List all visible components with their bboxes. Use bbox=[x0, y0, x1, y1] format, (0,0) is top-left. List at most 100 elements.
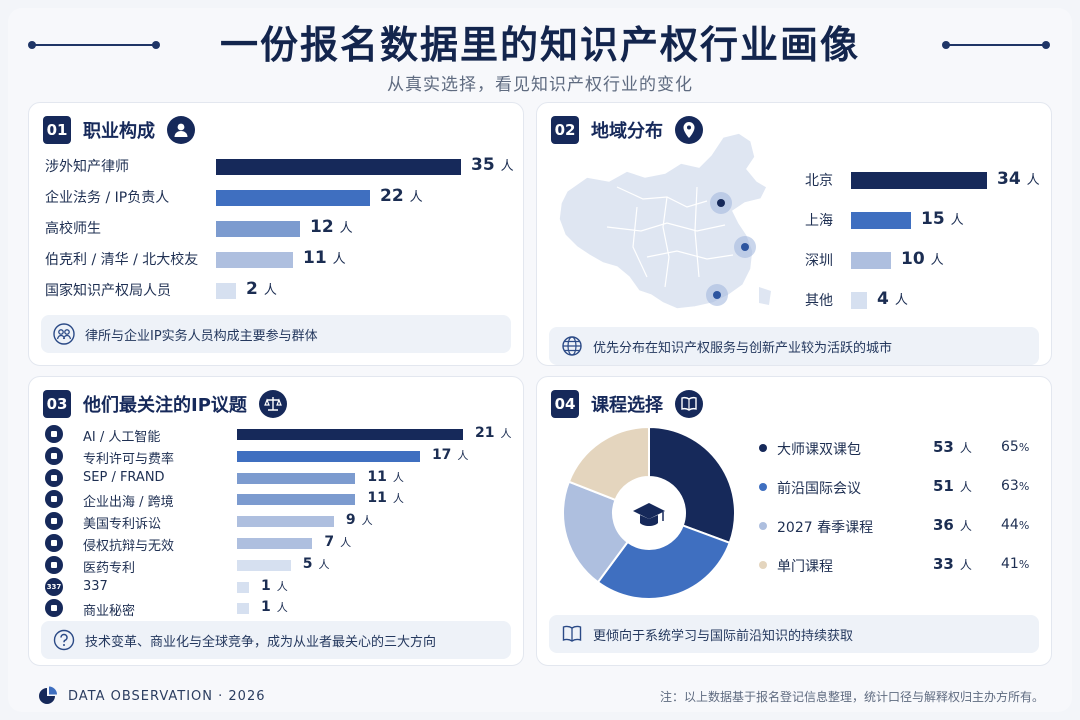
bar-value: 11 人 bbox=[303, 248, 346, 268]
icon-glyph bbox=[51, 496, 57, 503]
bar-value-number: 7 bbox=[324, 534, 335, 550]
panel-occupation: 01 职业构成 涉外知产律师 35 人企业法务 / IP负责人 22 人高校师生 12 人伯… bbox=[28, 102, 524, 366]
bar-value-unit: 人 bbox=[950, 213, 964, 228]
location-pin-icon bbox=[675, 116, 703, 144]
bar-label: 上海 bbox=[805, 213, 833, 229]
bar-value-unit: 人 bbox=[392, 470, 404, 484]
bar-value-unit: 人 bbox=[930, 253, 944, 268]
legend-count-unit: 人 bbox=[959, 480, 972, 494]
panel-note-text: 更倾向于系统学习与国际前沿知识的持续获取 bbox=[593, 628, 854, 644]
panel-number: 02 bbox=[551, 116, 579, 144]
bar-label: 其他 bbox=[805, 293, 833, 309]
legend-count: 36 人 bbox=[933, 516, 972, 534]
bar-value-unit: 人 bbox=[361, 514, 373, 528]
open-book-icon bbox=[562, 625, 582, 642]
bar-value-unit: 人 bbox=[276, 601, 288, 615]
legend-count-unit: 人 bbox=[959, 558, 972, 572]
legend-dot bbox=[759, 522, 767, 530]
bar-value-number: 11 bbox=[367, 468, 387, 485]
document-icon bbox=[45, 446, 63, 465]
bar-value-number: 1 bbox=[261, 577, 271, 594]
panel-note: 技术变革、商业化与全球竞争，成为从业者最关心的三大方向 bbox=[41, 621, 511, 659]
bar bbox=[237, 494, 356, 506]
bar-label: 企业法务 / IP负责人 bbox=[45, 190, 170, 206]
bar-label: 医药专利 bbox=[83, 560, 136, 576]
bar-value-unit: 人 bbox=[409, 190, 423, 205]
footer-left-text: DATA OBSERVATION · 2026 bbox=[68, 688, 266, 704]
bar-value-unit: 人 bbox=[500, 159, 514, 174]
page-title: 一份报名数据里的知识产权行业画像 bbox=[219, 23, 860, 67]
bar bbox=[851, 172, 987, 189]
pill-icon bbox=[45, 555, 63, 574]
bar-value-number: 1 bbox=[261, 599, 271, 616]
legend-count: 51 人 bbox=[933, 477, 972, 495]
bar-value-unit: 人 bbox=[1026, 173, 1040, 188]
bar-label: 北京 bbox=[805, 173, 833, 189]
icon-glyph bbox=[51, 452, 57, 459]
icon-glyph bbox=[51, 518, 57, 525]
legend-dot bbox=[759, 483, 767, 491]
bar-value-number: 34 bbox=[997, 169, 1021, 189]
shield-icon bbox=[45, 468, 63, 487]
panel-courses: 04 课程选择 大师课双课包 53 人 65% 前沿国际会议 51 人 63% 2027 春季课… bbox=[536, 376, 1052, 666]
icon-glyph bbox=[51, 431, 57, 437]
legend-count-unit: 人 bbox=[959, 441, 972, 455]
legend-label: 单门课程 bbox=[777, 559, 833, 575]
legend-count-number: 53 bbox=[933, 438, 954, 456]
bar-value-number: 11 bbox=[367, 490, 387, 507]
icon-glyph bbox=[51, 561, 57, 568]
bar-value-number: 4 bbox=[877, 289, 889, 309]
legend-percent: 63% bbox=[1001, 478, 1029, 494]
bar-value-unit: 人 bbox=[457, 448, 469, 462]
person-icon bbox=[167, 116, 195, 144]
panel-number: 01 bbox=[43, 116, 71, 144]
legend-percent-sign: % bbox=[1018, 519, 1030, 532]
bar-label: 企业出海 / 跨境 bbox=[83, 495, 174, 511]
bar bbox=[216, 190, 370, 206]
book-icon bbox=[675, 390, 703, 418]
title-decoration-right bbox=[942, 41, 1050, 49]
bar-value: 21 人 bbox=[475, 425, 511, 441]
shenzhen-marker bbox=[713, 291, 721, 299]
bar bbox=[216, 283, 236, 299]
legend-count: 53 人 bbox=[933, 438, 972, 456]
bar bbox=[237, 429, 463, 440]
bar-label: 专利许可与费率 bbox=[83, 451, 175, 467]
chip-icon bbox=[45, 425, 63, 443]
legend-percent-sign: % bbox=[1018, 480, 1030, 493]
legend-label: 2027 春季课程 bbox=[777, 520, 874, 536]
globe-icon bbox=[562, 336, 582, 356]
scales-icon bbox=[258, 390, 287, 418]
bar-label: 国家知识产权局人员 bbox=[45, 283, 171, 299]
bar-value: 17 人 bbox=[432, 447, 468, 463]
bar-value-unit: 人 bbox=[318, 557, 330, 571]
panel-title: 他们最关注的IP议题 bbox=[83, 395, 247, 416]
gavel-icon bbox=[45, 512, 63, 531]
bar bbox=[851, 212, 911, 229]
bar-value-unit: 人 bbox=[894, 293, 908, 308]
panel-note: 律所与企业IP实务人员构成主要参与群体 bbox=[41, 315, 511, 353]
bar-label: 商业秘密 bbox=[83, 604, 136, 620]
bar bbox=[851, 292, 867, 309]
bar bbox=[851, 252, 891, 269]
bar-value: 34 人 bbox=[997, 169, 1040, 189]
bar-value-number: 35 bbox=[471, 155, 495, 175]
bar-value: 15 人 bbox=[921, 209, 964, 229]
shield-check-icon bbox=[45, 534, 63, 552]
bar-value-number: 11 bbox=[303, 248, 327, 268]
legend-percent: 65% bbox=[1001, 439, 1029, 455]
bar-label: 高校师生 bbox=[45, 221, 101, 237]
legend-count-number: 33 bbox=[933, 555, 954, 573]
bar-value: 10 人 bbox=[901, 249, 944, 269]
bar-value: 22 人 bbox=[380, 186, 423, 206]
bar-value-unit: 人 bbox=[340, 536, 352, 549]
legend-percent-number: 65 bbox=[1001, 439, 1019, 455]
panel-number: 04 bbox=[551, 390, 579, 418]
title-decoration-left bbox=[28, 41, 160, 49]
icon-glyph bbox=[51, 605, 57, 612]
